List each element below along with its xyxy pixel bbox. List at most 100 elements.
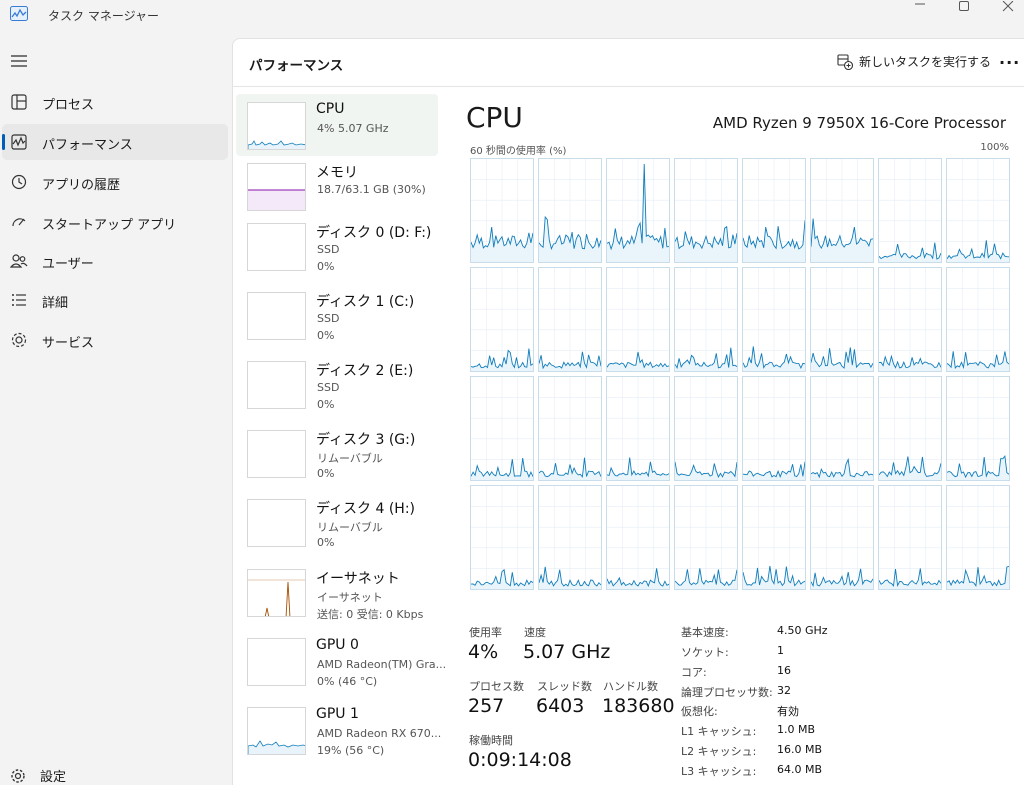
- cpu-usage-line: [674, 268, 738, 371]
- cpu-usage-line: [742, 377, 806, 480]
- logical-processor-graph: [606, 376, 670, 481]
- details-icon: [12, 294, 26, 306]
- run-new-task-button[interactable]: 新しいタスクを実行する: [837, 53, 991, 70]
- device-name: GPU 1: [316, 706, 359, 722]
- startup-icon: [12, 218, 26, 227]
- device-disk-0[interactable]: ディスク 0 (D: F:) SSD 0%: [236, 215, 438, 277]
- device-detail: 4% 5.07 GHz: [317, 122, 389, 135]
- spec-value: 16.0 MB: [777, 743, 823, 756]
- maximize-button[interactable]: [942, 0, 986, 14]
- cpu-usage-line: [742, 159, 806, 262]
- nav-item-app-history[interactable]: アプリの履歴: [2, 164, 228, 200]
- device-gpu-0[interactable]: GPU 0 AMD Radeon(TM) Gra... 0% (46 °C): [236, 630, 446, 692]
- processes-icon: [11, 94, 27, 110]
- device-disk-3[interactable]: ディスク 3 (G:) リムーバブル 0%: [236, 422, 438, 484]
- processes-label: プロセス数: [469, 680, 524, 693]
- close-icon: [1002, 1, 1014, 12]
- logical-processor-graph: [674, 485, 738, 590]
- logical-processor-graph: [470, 158, 534, 263]
- logical-processor-graph: [606, 267, 670, 372]
- device-detail: SSD: [317, 312, 340, 325]
- task-manager-icon: [10, 6, 28, 21]
- spec-label: L3 キャッシュ:: [681, 765, 757, 778]
- device-name: ディスク 2 (E:): [316, 363, 414, 379]
- spec-label: 論理プロセッサ数:: [681, 686, 773, 699]
- spec-label: ソケット:: [681, 646, 729, 659]
- navigation-pane: プロセス パフォーマンス アプリの履歴 スタートアップ アプリ ユーザー 詳細 …: [0, 40, 232, 785]
- device-cpu[interactable]: CPU 4% 5.07 GHz: [236, 94, 438, 156]
- device-disk-4[interactable]: ディスク 4 (H:) リムーバブル 0%: [236, 491, 438, 553]
- device-usage: 0%: [317, 329, 335, 342]
- spec-value: 64.0 MB: [777, 763, 823, 776]
- disk-thumbnail-graph: [247, 223, 306, 271]
- spec-label: 仮想化:: [681, 705, 718, 718]
- processes-value: 257: [468, 695, 505, 717]
- logical-processor-graph: [878, 485, 942, 590]
- spec-value: 有効: [777, 705, 799, 718]
- device-usage: 0%: [317, 467, 335, 480]
- logical-processor-graph: [674, 376, 738, 481]
- hamburger-menu-icon[interactable]: [10, 54, 28, 68]
- logical-processor-graph: [470, 376, 534, 481]
- uptime-value: 0:09:14:08: [468, 749, 572, 771]
- minimize-button[interactable]: [898, 0, 942, 14]
- nav-item-details[interactable]: 詳細: [2, 282, 228, 318]
- nav-item-users[interactable]: ユーザー: [2, 243, 228, 279]
- more-options-button[interactable]: ···: [999, 53, 1021, 72]
- speed-value: 5.07 GHz: [523, 641, 611, 663]
- device-detail: 18.7/63.1 GB (30%): [317, 183, 426, 196]
- cpu-usage-line: [946, 159, 1010, 262]
- usage-value: 4%: [468, 641, 499, 663]
- maximize-icon: [959, 1, 969, 11]
- nav-item-performance[interactable]: パフォーマンス: [2, 124, 228, 160]
- nav-item-processes[interactable]: プロセス: [2, 84, 228, 120]
- threads-label: スレッド数: [537, 680, 592, 693]
- device-usage: 0%: [317, 398, 335, 411]
- cpu-usage-line: [810, 268, 874, 371]
- device-detail: AMD Radeon RX 670...: [317, 727, 442, 740]
- active-indicator: [2, 134, 5, 150]
- cpu-usage-line: [606, 159, 670, 262]
- logical-processor-graph: [742, 267, 806, 372]
- logical-processor-graph: [470, 485, 534, 590]
- nav-item-label: サービス: [42, 336, 95, 351]
- logical-processor-graph: [810, 158, 874, 263]
- nav-item-services[interactable]: サービス: [2, 322, 228, 358]
- graph-axis-label: 60 秒間の使用率 (%): [470, 146, 567, 157]
- logical-processor-graph: [878, 376, 942, 481]
- history-icon: [11, 174, 27, 190]
- cpu-usage-line: [946, 486, 1010, 589]
- device-usage: 0% (46 °C): [317, 675, 378, 688]
- nav-item-label: 詳細: [42, 296, 69, 311]
- gpu-thumbnail-graph: [247, 707, 306, 755]
- settings-button[interactable]: 設定: [10, 766, 66, 785]
- disk-thumbnail-graph: [247, 292, 306, 340]
- usage-label: 使用率: [469, 626, 502, 639]
- cpu-usage-line: [470, 377, 534, 480]
- nav-item-startup[interactable]: スタートアップ アプリ: [2, 204, 228, 240]
- cpu-thumbnail-line: [248, 140, 305, 149]
- cpu-usage-line: [878, 268, 942, 371]
- device-name: ディスク 4 (H:): [316, 501, 415, 517]
- device-ethernet[interactable]: イーサネット イーサネット 送信: 0 受信: 0 Kbps: [236, 561, 438, 623]
- memory-thumbnail-fill: [248, 189, 305, 210]
- nav-item-label: スタートアップ アプリ: [42, 218, 177, 233]
- device-detail: SSD: [317, 381, 340, 394]
- spec-value: 16: [777, 664, 791, 677]
- logical-processor-graph: [538, 158, 602, 263]
- cpu-thumbnail-graph: [247, 102, 306, 150]
- device-disk-1[interactable]: ディスク 1 (C:) SSD 0%: [236, 284, 438, 346]
- main-panel: パフォーマンス 新しいタスクを実行する ··· CPU 4% 5.07 GHz …: [232, 38, 1024, 785]
- cpu-usage-line: [606, 486, 670, 589]
- nav-item-label: アプリの履歴: [42, 178, 121, 193]
- device-disk-2[interactable]: ディスク 2 (E:) SSD 0%: [236, 353, 438, 415]
- speed-label: 速度: [524, 626, 546, 639]
- device-detail: SSD: [317, 243, 340, 256]
- device-gpu-1[interactable]: GPU 1 AMD Radeon RX 670... 19% (56 °C): [236, 699, 442, 761]
- device-memory[interactable]: メモリ 18.7/63.1 GB (30%): [236, 155, 438, 217]
- device-name: ディスク 3 (G:): [316, 432, 416, 448]
- logical-processor-graph: [674, 158, 738, 263]
- logical-processor-graph: [946, 485, 1010, 590]
- logical-processor-graph: [606, 158, 670, 263]
- close-button[interactable]: [986, 0, 1024, 14]
